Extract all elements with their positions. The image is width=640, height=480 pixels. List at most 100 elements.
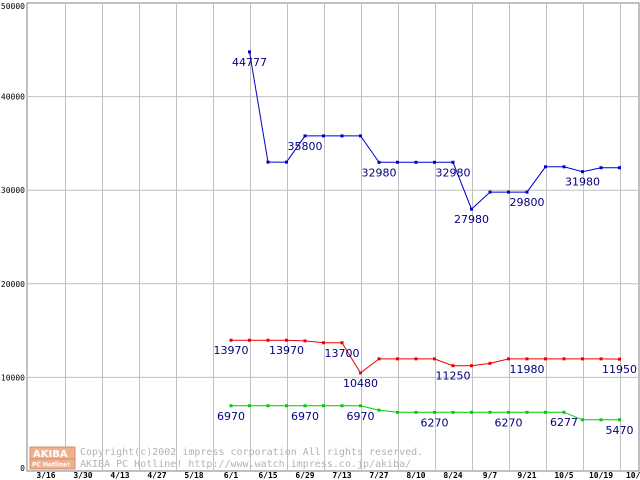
series-line [249, 51, 620, 210]
data-point [285, 338, 288, 342]
data-label: 11980 [510, 363, 545, 376]
y-tick-label: 40000 [1, 93, 25, 102]
plot-frame [26, 2, 640, 472]
x-tick-label: 4/27 [147, 471, 166, 480]
data-point [433, 357, 436, 361]
data-point [303, 134, 307, 138]
data-point [303, 404, 307, 408]
data-point [618, 357, 621, 361]
data-label: 6277 [550, 416, 578, 429]
data-point [340, 134, 344, 138]
x-tick-label: 8/24 [443, 471, 462, 480]
data-label: 35800 [288, 140, 323, 153]
y-tick-label: 50000 [1, 2, 25, 11]
data-label: 13970 [269, 344, 304, 357]
y-tick-label: 10000 [1, 373, 25, 382]
data-point [285, 404, 288, 408]
data-point [525, 357, 529, 361]
data-label: 10480 [343, 377, 378, 390]
logo-subtext: PC Hotline! [32, 462, 70, 469]
data-label: 11250 [436, 370, 471, 383]
data-point [303, 339, 307, 343]
data-point [248, 404, 251, 408]
x-tick-label: 6/1 [224, 471, 239, 480]
copyright-watermark: AKIBA PC Hotline! Copyright(c)2002 impre… [29, 446, 423, 470]
data-label: 13700 [325, 347, 360, 360]
data-point [433, 410, 436, 414]
x-tick-label: 8/10 [406, 471, 425, 480]
data-point [599, 357, 603, 361]
x-tick-label: 3/30 [73, 471, 92, 480]
series-line [231, 339, 620, 374]
x-tick-label: 10/26 [626, 471, 640, 480]
data-label: 29800 [510, 196, 545, 209]
data-label: 31980 [565, 176, 600, 189]
data-point [359, 404, 362, 408]
data-point [562, 357, 566, 361]
data-point [285, 160, 288, 164]
data-point [599, 418, 603, 422]
data-point [340, 341, 344, 345]
series-line [231, 405, 620, 421]
data-label: 13970 [214, 344, 249, 357]
data-point [266, 160, 270, 164]
x-tick-label: 5/18 [184, 471, 203, 480]
data-point [544, 357, 547, 361]
data-point [488, 361, 492, 365]
data-point [488, 190, 492, 194]
data-label: 11950 [602, 363, 637, 376]
data-point [359, 371, 362, 375]
data-point [377, 160, 381, 164]
data-point [507, 410, 510, 414]
data-point [451, 364, 455, 368]
chart-grid [26, 2, 640, 472]
data-point [618, 418, 621, 422]
y-tick-label: 20000 [1, 280, 25, 289]
data-point [470, 207, 473, 211]
data-point [359, 134, 362, 138]
data-point [377, 357, 381, 361]
data-point [451, 410, 455, 414]
data-point [544, 165, 547, 169]
data-point [618, 166, 621, 170]
x-tick-label: 7/27 [369, 471, 388, 480]
data-labels: 44777 35800 32980 32980 27980 29800 31980 13970… [214, 56, 638, 437]
data-point [562, 410, 566, 414]
chart-series [229, 50, 621, 422]
data-label: 6970 [217, 410, 245, 423]
data-label: 6270 [495, 416, 523, 429]
data-point [581, 357, 584, 361]
data-point [488, 410, 492, 414]
data-point [322, 404, 325, 408]
data-point [248, 338, 251, 342]
data-label: 27980 [454, 213, 489, 226]
x-axis-ticks: 3/16 3/30 4/13 4/27 5/18 6/1 6/15 6/29 7/13 7/27 8… [36, 471, 640, 480]
x-tick-label: 7/13 [332, 471, 351, 480]
data-point [414, 410, 418, 414]
data-point [451, 160, 455, 164]
data-point [229, 338, 233, 342]
x-tick-label: 9/21 [517, 471, 536, 480]
data-point [248, 50, 251, 54]
data-point [414, 357, 418, 361]
data-label: 6970 [347, 410, 375, 423]
x-tick-label: 9/7 [483, 471, 498, 480]
data-point [396, 160, 399, 164]
data-point [525, 190, 529, 194]
data-point [599, 166, 603, 170]
data-point [266, 338, 270, 342]
x-tick-label: 10/19 [589, 471, 613, 480]
data-point [396, 410, 399, 414]
data-point [581, 418, 584, 422]
logo-text: AKIBA [33, 449, 68, 460]
y-tick-label: 30000 [1, 186, 25, 195]
x-tick-label: 6/15 [258, 471, 277, 480]
x-tick-label: 3/16 [36, 471, 55, 480]
data-point [581, 170, 584, 174]
data-point [322, 341, 325, 345]
x-tick-label: 4/13 [110, 471, 129, 480]
data-label: 6970 [291, 410, 319, 423]
data-label: 5470 [606, 424, 634, 437]
data-point [470, 364, 473, 368]
x-tick-label: 10/5 [554, 471, 573, 480]
